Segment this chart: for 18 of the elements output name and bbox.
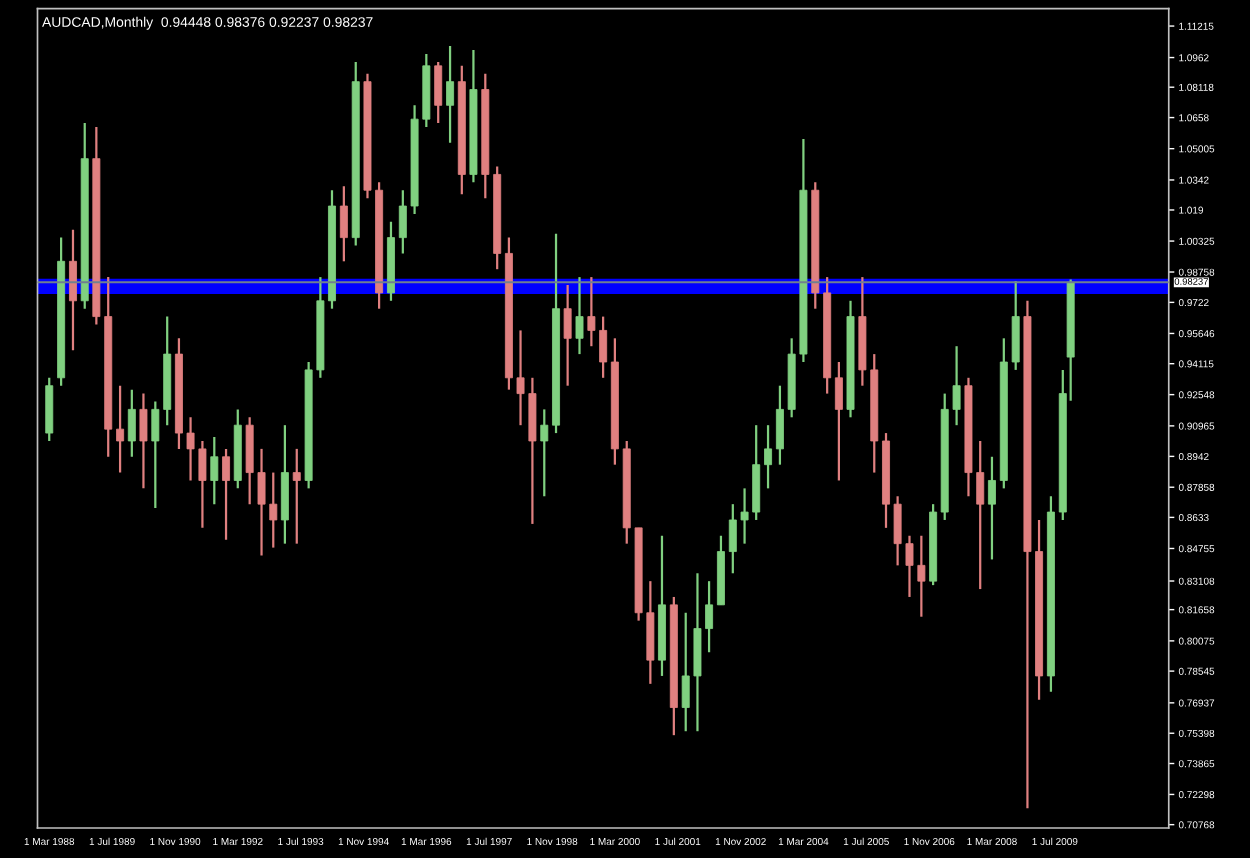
candlestick (540, 408, 549, 498)
candlestick (575, 275, 584, 356)
candlestick (127, 388, 136, 458)
candlestick (764, 424, 773, 490)
candlestick (446, 44, 455, 144)
candlestick (987, 455, 996, 561)
candlestick (210, 435, 219, 506)
candlestick (292, 447, 301, 545)
candlestick (434, 60, 443, 125)
candlestick (69, 228, 77, 352)
candlestick (280, 424, 289, 545)
candlestick (139, 392, 148, 490)
candlestick (563, 283, 572, 387)
candlestick (45, 376, 54, 443)
candlestick (116, 384, 125, 474)
candlestick (222, 447, 231, 541)
candlestick (339, 185, 348, 263)
candlestick (834, 360, 843, 482)
